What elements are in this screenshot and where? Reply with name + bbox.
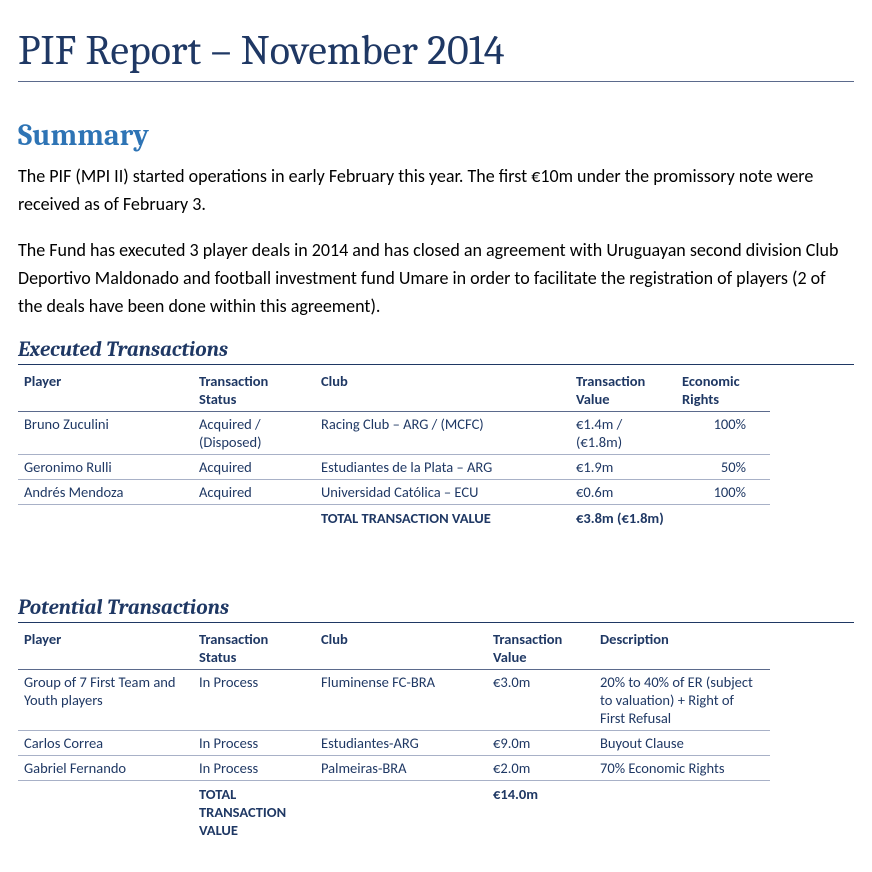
cell-desc: Buyout Clause bbox=[594, 731, 770, 756]
summary-heading: Summary bbox=[18, 118, 854, 153]
summary-paragraph-2: The Fund has executed 3 player deals in … bbox=[18, 237, 854, 321]
cell-status: In Process bbox=[193, 756, 315, 781]
cell-value: €1.9m bbox=[570, 455, 676, 480]
table-row: Geronimo Rulli Acquired Estudiantes de l… bbox=[18, 455, 770, 480]
table-row: Gabriel Fernando In Process Palmeiras-BR… bbox=[18, 756, 770, 781]
cell-player: Geronimo Rulli bbox=[18, 455, 193, 480]
table-row: Bruno Zuculini Acquired / (Disposed) Rac… bbox=[18, 412, 770, 455]
cell-club: Racing Club – ARG / (MCFC) bbox=[315, 412, 570, 455]
cell-player: Carlos Correa bbox=[18, 731, 193, 756]
cell-status: Acquired bbox=[193, 455, 315, 480]
table-row: Andrés Mendoza Acquired Universidad Cató… bbox=[18, 480, 770, 505]
executed-transactions-heading: Executed Transactions bbox=[18, 338, 854, 365]
cell-value: €1.4m / (€1.8m) bbox=[570, 412, 676, 455]
document-title: PIF Report – November 2014 bbox=[18, 26, 854, 82]
cell-rights: 100% bbox=[676, 412, 770, 455]
cell-value: €9.0m bbox=[487, 731, 594, 756]
col-header: Transaction Value bbox=[487, 627, 594, 670]
cell-club: Estudiantes-ARG bbox=[315, 731, 487, 756]
total-value: €3.8m (€1.8m) bbox=[570, 505, 676, 531]
col-header: Transaction Status bbox=[193, 369, 315, 412]
cell-value: €2.0m bbox=[487, 756, 594, 781]
cell-player: Andrés Mendoza bbox=[18, 480, 193, 505]
col-header: Transaction Status bbox=[193, 627, 315, 670]
table-total-row: TOTAL TRANSACTION VALUE €3.8m (€1.8m) bbox=[18, 505, 770, 531]
cell-status: Acquired / (Disposed) bbox=[193, 412, 315, 455]
table-row: Carlos Correa In Process Estudiantes-ARG… bbox=[18, 731, 770, 756]
cell-status: In Process bbox=[193, 670, 315, 731]
total-value: €14.0m bbox=[487, 781, 594, 843]
cell-player: Group of 7 First Team and Youth players bbox=[18, 670, 193, 731]
table-header-row: Player Transaction Status Club Transacti… bbox=[18, 369, 770, 412]
cell-club: Fluminense FC-BRA bbox=[315, 670, 487, 731]
cell-desc: 70% Economic Rights bbox=[594, 756, 770, 781]
cell-status: Acquired bbox=[193, 480, 315, 505]
table-total-row: TOTAL TRANSACTION VALUE €14.0m bbox=[18, 781, 770, 843]
col-header: Player bbox=[18, 369, 193, 412]
table-row: Group of 7 First Team and Youth players … bbox=[18, 670, 770, 731]
col-header: Club bbox=[315, 627, 487, 670]
cell-desc: 20% to 40% of ER (subject to valuation) … bbox=[594, 670, 770, 731]
cell-club: Estudiantes de la Plata – ARG bbox=[315, 455, 570, 480]
cell-value: €3.0m bbox=[487, 670, 594, 731]
cell-club: Palmeiras-BRA bbox=[315, 756, 487, 781]
potential-transactions-table: Player Transaction Status Club Transacti… bbox=[18, 627, 770, 842]
cell-player: Gabriel Fernando bbox=[18, 756, 193, 781]
cell-club: Universidad Católica – ECU bbox=[315, 480, 570, 505]
total-label: TOTAL TRANSACTION VALUE bbox=[315, 505, 570, 531]
cell-value: €0.6m bbox=[570, 480, 676, 505]
potential-transactions-heading: Potential Transactions bbox=[18, 596, 854, 623]
col-header: Transaction Value bbox=[570, 369, 676, 412]
col-header: Player bbox=[18, 627, 193, 670]
total-label: TOTAL TRANSACTION VALUE bbox=[193, 781, 315, 843]
summary-paragraph-1: The PIF (MPI II) started operations in e… bbox=[18, 163, 854, 219]
col-header: Description bbox=[594, 627, 770, 670]
col-header: Economic Rights bbox=[676, 369, 770, 412]
executed-transactions-table: Player Transaction Status Club Transacti… bbox=[18, 369, 770, 530]
cell-player: Bruno Zuculini bbox=[18, 412, 193, 455]
cell-rights: 50% bbox=[676, 455, 770, 480]
table-header-row: Player Transaction Status Club Transacti… bbox=[18, 627, 770, 670]
cell-rights: 100% bbox=[676, 480, 770, 505]
cell-status: In Process bbox=[193, 731, 315, 756]
col-header: Club bbox=[315, 369, 570, 412]
